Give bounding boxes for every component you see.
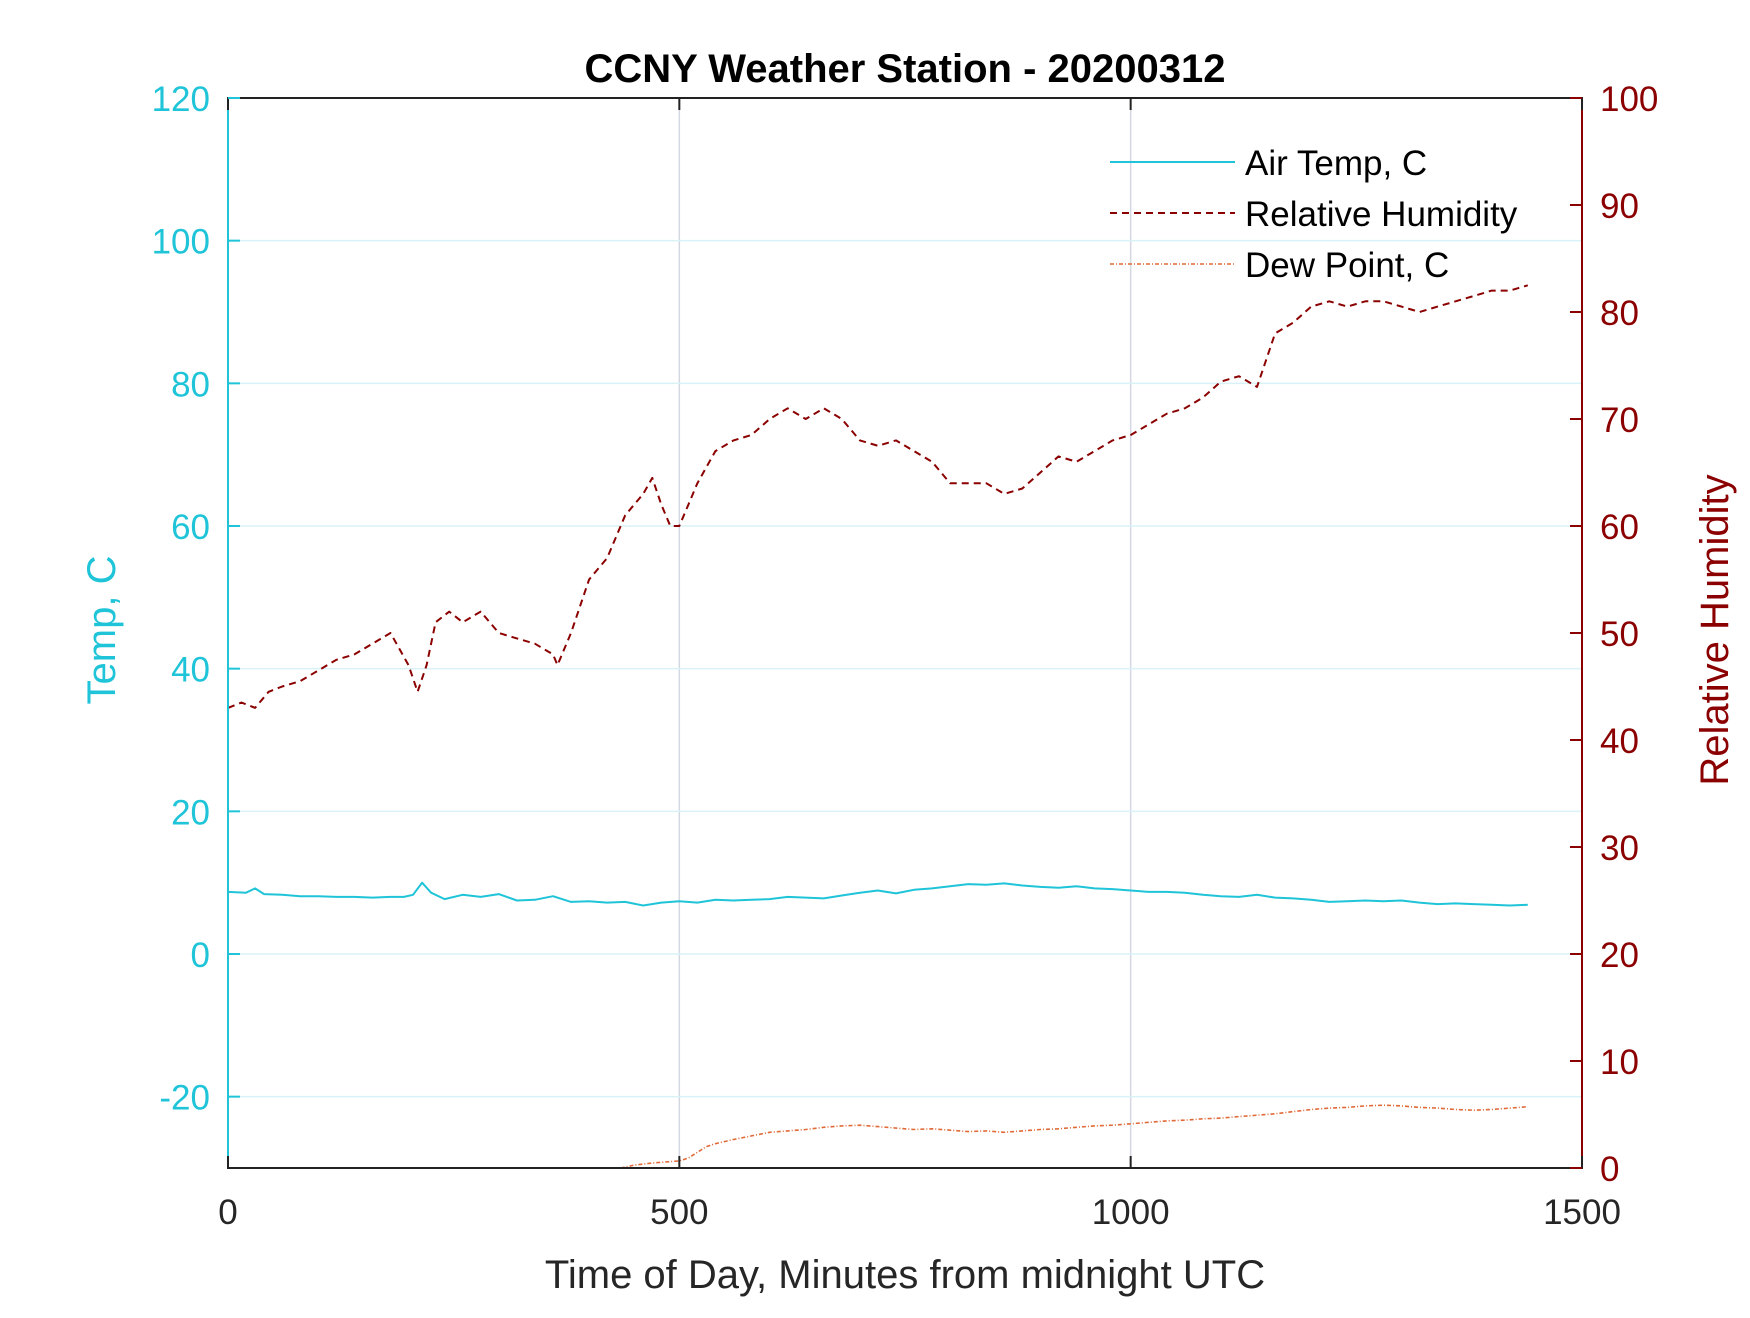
y-right-tick-label: 30 xyxy=(1600,829,1639,868)
y-left-tick-label: 80 xyxy=(171,365,210,404)
series-group xyxy=(227,284,1529,1169)
y-left-tick-label: 60 xyxy=(171,508,210,547)
grid xyxy=(228,98,1582,1168)
legend-label-dew-point: Dew Point, C xyxy=(1245,246,1449,285)
y-right-tick-label: 80 xyxy=(1600,294,1639,333)
y-left-tick-label: 40 xyxy=(171,651,210,690)
x-axis-label: Time of Day, Minutes from midnight UTC xyxy=(545,1253,1265,1297)
y-right-tick-label: 100 xyxy=(1600,80,1658,119)
y-right-tick-label: 0 xyxy=(1600,1150,1619,1189)
series-relative-humidity xyxy=(227,284,1529,709)
y-left-tick-label: 100 xyxy=(152,223,210,262)
y-axis-label-left: Temp, C xyxy=(80,556,124,705)
y-right-tick-label: 10 xyxy=(1600,1043,1639,1082)
x-tick-label: 500 xyxy=(650,1193,708,1232)
legend: Air Temp, C Relative Humidity Dew Point,… xyxy=(1110,144,1518,285)
series-dew-point xyxy=(620,1104,1528,1169)
x-tick-label: 1500 xyxy=(1543,1193,1621,1232)
y-right-tick-label: 50 xyxy=(1600,615,1639,654)
x-tick-label: 1000 xyxy=(1092,1193,1170,1232)
y-right-tick-label: 20 xyxy=(1600,936,1639,975)
y-right-tick-label: 40 xyxy=(1600,722,1639,761)
ticks: 0 500 1000 1500 -20 0 20 40 60 80 100 120 0 10 20 30 40 5… xyxy=(152,80,1659,1232)
chart-title: CCNY Weather Station - 20200312 xyxy=(585,47,1226,91)
y-right-tick-label: 60 xyxy=(1600,508,1639,547)
y-axis-label-right: Relative Humidity xyxy=(1693,474,1737,785)
y-right-tick-label: 90 xyxy=(1600,187,1639,226)
legend-label-air-temp: Air Temp, C xyxy=(1245,144,1427,183)
legend-label-relative-humidity: Relative Humidity xyxy=(1245,195,1518,234)
x-tick-label: 0 xyxy=(218,1193,237,1232)
y-left-tick-label: -20 xyxy=(159,1079,210,1118)
y-left-tick-label: 20 xyxy=(171,793,210,832)
y-left-tick-label: 120 xyxy=(152,80,210,119)
y-right-tick-label: 70 xyxy=(1600,401,1639,440)
y-left-tick-label: 0 xyxy=(191,936,210,975)
series-air-temp xyxy=(227,881,1528,907)
